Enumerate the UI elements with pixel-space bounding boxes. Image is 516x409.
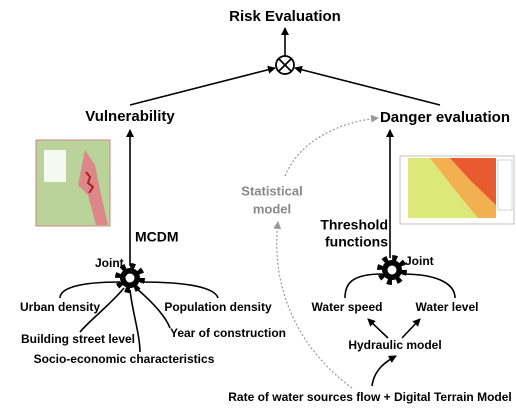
source-label: Rate of water sources flow + Digital Ter…	[228, 390, 512, 404]
diagram: Risk Evaluation Vulnerability Danger eva…	[0, 0, 516, 409]
dotted-arrow	[285, 118, 378, 176]
combine-node	[276, 56, 294, 74]
arrow	[368, 319, 388, 338]
factor: Population density	[164, 300, 272, 314]
vulnerability-label: Vulnerability	[85, 108, 175, 125]
arrow	[130, 68, 275, 105]
input-label: Water level	[416, 300, 479, 314]
threshold-chart-image	[400, 156, 514, 224]
joint-label: Joint	[405, 254, 434, 268]
factor: Building street level	[21, 332, 135, 346]
mcdm-label: MCDM	[135, 229, 179, 245]
arrow	[295, 68, 440, 105]
threshold-label: functions	[325, 234, 388, 250]
factor: Socio-economic characteristics	[34, 352, 215, 366]
connector	[345, 274, 382, 298]
threshold-label: Threshold	[320, 217, 388, 233]
statistical-label: Statistical	[241, 183, 302, 198]
hydraulic-label: Hydraulic model	[348, 338, 441, 352]
title: Risk Evaluation	[229, 8, 341, 25]
danger-label: Danger evaluation	[380, 109, 510, 126]
factor: Year of construction	[170, 326, 286, 340]
input-label: Water speed	[312, 300, 383, 314]
arrow	[402, 319, 420, 338]
joint-label: Joint	[95, 256, 124, 270]
gear-icon	[380, 258, 404, 282]
map-image	[36, 140, 110, 226]
connector	[402, 274, 455, 298]
factor: Urban density	[20, 300, 100, 314]
arrow	[372, 356, 396, 386]
statistical-label: model	[253, 201, 291, 216]
